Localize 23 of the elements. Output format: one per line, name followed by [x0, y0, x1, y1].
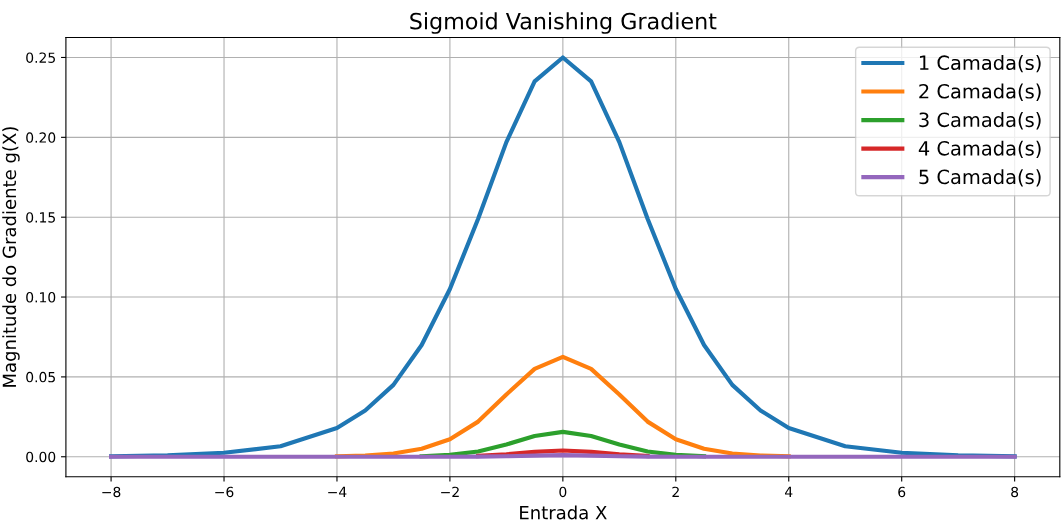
x-tick-label: 8 [1011, 486, 1019, 498]
x-tick-label: 6 [898, 486, 906, 498]
y-tick-label: 0.10 [26, 292, 56, 303]
legend-label: 2 Camada(s) [919, 83, 1041, 101]
y-tick-label: 0.05 [26, 371, 55, 383]
y-tick-label: 0.00 [26, 451, 56, 463]
legend-label: 3 Camada(s) [919, 112, 1041, 130]
x-tick-label: 0 [559, 486, 567, 498]
legend-label: 4 Camada(s) [918, 140, 1041, 158]
y-tick-label: 0.15 [26, 212, 55, 223]
x-tick-label: 4 [785, 486, 793, 497]
chart-title: Sigmoid Vanishing Gradient [410, 12, 717, 34]
x-tick-label: −8 [102, 486, 121, 498]
x-tick-label: −4 [328, 486, 347, 497]
legend-label: 5 Camada(s) [919, 169, 1041, 187]
y-axis-title: Magnitude do Gradiente g(X) [2, 127, 20, 387]
x-tick-label: 2 [672, 486, 679, 497]
y-tick-label: 0.20 [26, 132, 56, 143]
legend-label: 1 Camada(s) [919, 55, 1041, 73]
x-tick-label: −6 [215, 486, 234, 498]
x-tick-label: −2 [441, 486, 459, 497]
x-axis-title: Entrada X [520, 505, 607, 520]
y-tick-label: 0.25 [26, 52, 55, 63]
